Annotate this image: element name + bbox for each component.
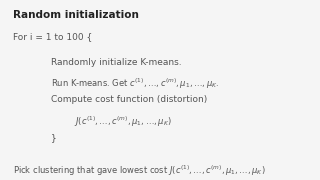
Text: Compute cost function (distortion): Compute cost function (distortion) — [51, 94, 207, 103]
Text: Run K-means. Get $c^{(1)},\ldots,c^{(m)},\mu_1,\ldots,\mu_K$.: Run K-means. Get $c^{(1)},\ldots,c^{(m)}… — [51, 76, 220, 91]
Text: For i = 1 to 100 {: For i = 1 to 100 { — [13, 32, 92, 41]
Text: Pick clustering that gave lowest cost $J(c^{(1)},\ldots,c^{(m)},\mu_1,\ldots,\mu: Pick clustering that gave lowest cost $J… — [13, 164, 265, 178]
Text: Random initialization: Random initialization — [13, 10, 139, 20]
Text: }: } — [51, 133, 57, 142]
Text: Randomly initialize K-means.: Randomly initialize K-means. — [51, 58, 182, 68]
Text: $J(c^{(1)},\ldots,c^{(m)},\mu_1,\ldots,\mu_K)$: $J(c^{(1)},\ldots,c^{(m)},\mu_1,\ldots,\… — [74, 114, 171, 129]
